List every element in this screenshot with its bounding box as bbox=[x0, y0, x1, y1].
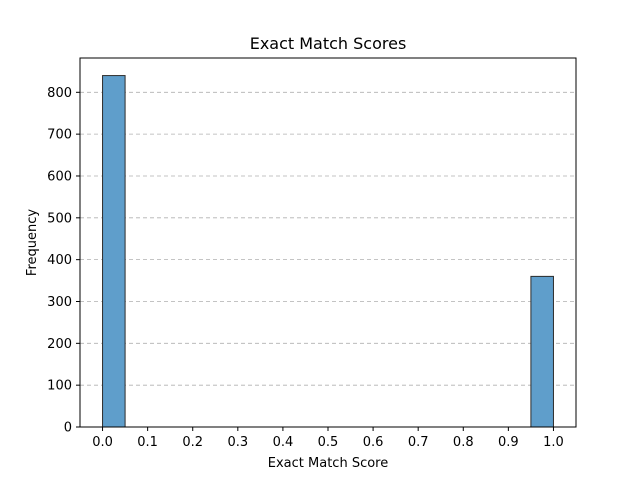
y-tick-label: 200 bbox=[47, 337, 72, 352]
y-tick-label: 600 bbox=[47, 169, 72, 184]
plot-frame bbox=[79, 57, 577, 428]
y-axis-label: Frequency bbox=[25, 209, 40, 276]
y-tick-label: 800 bbox=[47, 86, 72, 101]
y-tick-label: 500 bbox=[47, 211, 72, 226]
x-tick-label: 0.6 bbox=[363, 435, 384, 450]
y-tick-label: 0 bbox=[64, 421, 72, 436]
bars bbox=[102, 75, 554, 428]
x-axis-label: Exact Match Score bbox=[268, 456, 388, 471]
x-tick-label: 1.0 bbox=[543, 435, 564, 450]
histogram-bar bbox=[102, 75, 126, 428]
x-tick-label: 0.7 bbox=[408, 435, 429, 450]
x-tick-label: 0.4 bbox=[273, 435, 294, 450]
y-tick-label: 700 bbox=[47, 128, 72, 143]
x-tick-label: 0.0 bbox=[92, 435, 113, 450]
y-tick-label: 400 bbox=[47, 253, 72, 268]
chart-title: Exact Match Scores bbox=[250, 34, 407, 53]
y-tick-label: 100 bbox=[47, 379, 72, 394]
x-tick-label: 0.8 bbox=[453, 435, 474, 450]
x-tick-label: 0.1 bbox=[137, 435, 158, 450]
x-axis-ticks: 0.0 0.1 0.2 0.3 0.4 0.5 0.6 0.7 0.8 0.9 1.0 bbox=[92, 427, 564, 450]
y-axis-ticks: 0 100 200 300 400 500 600 700 800 bbox=[47, 86, 80, 436]
y-tick-label: 300 bbox=[47, 295, 72, 310]
grid-lines bbox=[80, 91, 576, 386]
x-tick-label: 0.5 bbox=[318, 435, 339, 450]
x-tick-label: 0.3 bbox=[227, 435, 248, 450]
x-tick-label: 0.9 bbox=[498, 435, 519, 450]
x-tick-label: 0.2 bbox=[182, 435, 203, 450]
histogram-bar bbox=[530, 275, 554, 428]
